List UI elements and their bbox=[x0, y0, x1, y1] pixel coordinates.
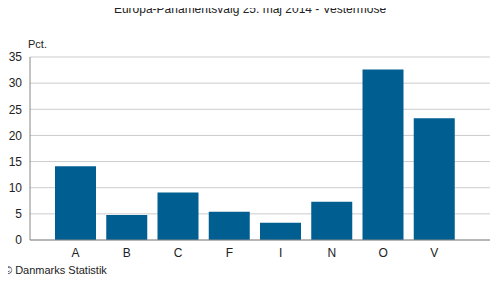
svg-text:V: V bbox=[430, 246, 438, 260]
svg-text:O: O bbox=[378, 246, 387, 260]
html-text:Europa-Parlamentsvalg 25. maj: Europa-Parlamentsvalg 25. maj 2014 - Ves… bbox=[113, 2, 387, 16]
svg-text:5: 5 bbox=[15, 207, 22, 221]
svg-text:N: N bbox=[328, 246, 337, 260]
svg-text:35: 35 bbox=[9, 50, 23, 64]
svg-text:A: A bbox=[72, 246, 80, 260]
svg-text:C: C bbox=[174, 246, 183, 260]
svg-text:I: I bbox=[279, 246, 282, 260]
html-text:© Danmarks Statistik: © Danmarks Statistik bbox=[4, 264, 107, 276]
svg-text:30: 30 bbox=[9, 76, 23, 90]
svg-text:F: F bbox=[226, 246, 233, 260]
svg-text:20: 20 bbox=[9, 129, 23, 143]
svg-text:15: 15 bbox=[9, 155, 23, 169]
svg-text:B: B bbox=[123, 246, 131, 260]
svg-text:0: 0 bbox=[15, 233, 22, 247]
html-text:Pct.: Pct. bbox=[28, 38, 47, 50]
svg-text:10: 10 bbox=[9, 181, 23, 195]
svg-text:25: 25 bbox=[9, 103, 23, 117]
